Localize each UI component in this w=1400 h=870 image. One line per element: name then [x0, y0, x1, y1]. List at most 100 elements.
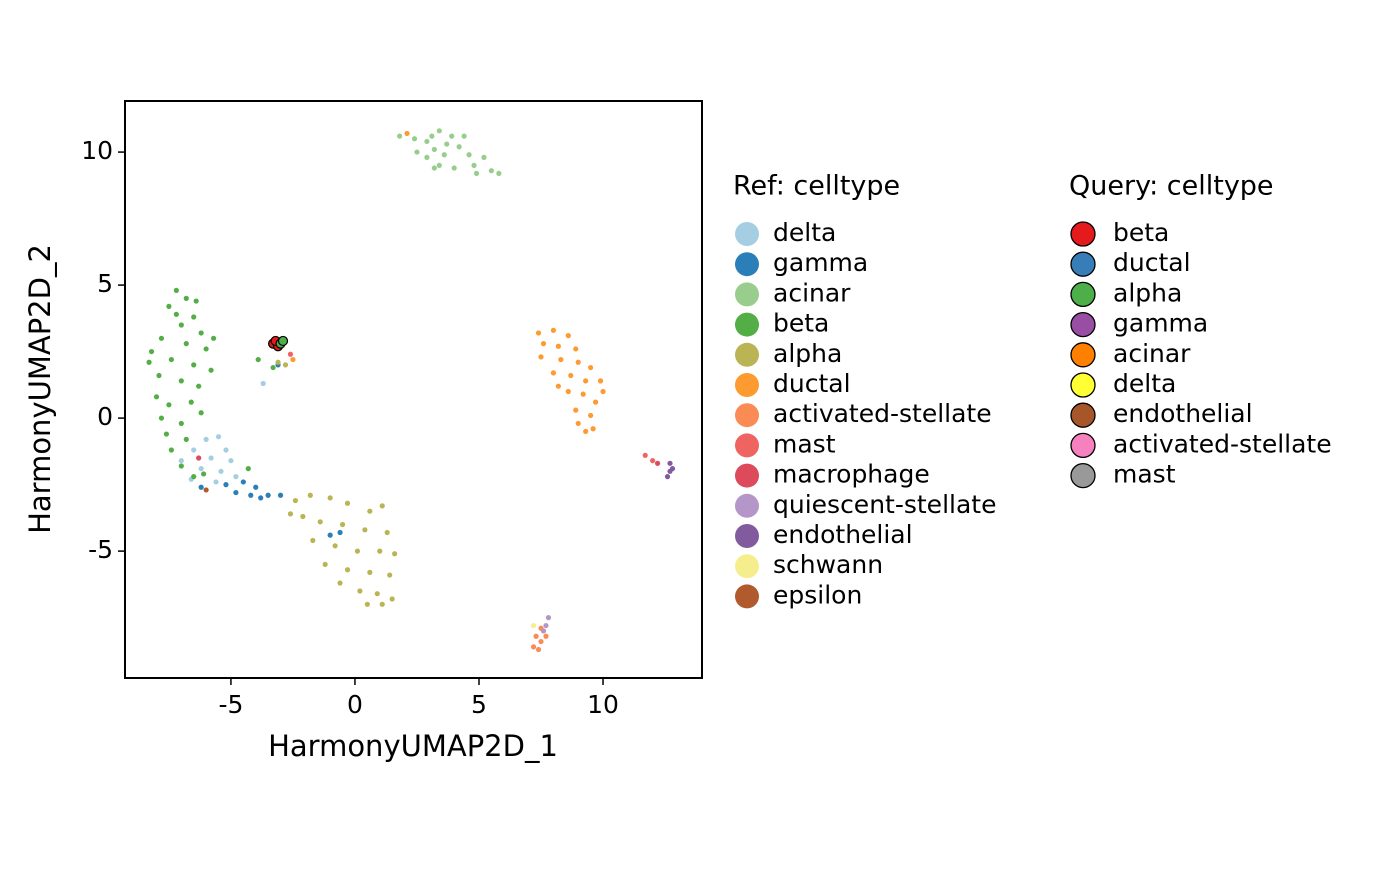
point	[540, 628, 547, 634]
point	[166, 402, 172, 408]
point	[337, 529, 343, 536]
point	[389, 596, 395, 602]
point	[379, 601, 385, 607]
point	[198, 484, 204, 490]
point	[379, 503, 385, 509]
legend-label: mast	[1113, 460, 1176, 489]
point	[533, 633, 539, 639]
point	[664, 474, 671, 480]
point	[654, 460, 661, 466]
point	[431, 146, 437, 153]
point	[374, 591, 380, 597]
point	[424, 154, 430, 160]
point	[535, 646, 542, 653]
point	[191, 474, 197, 480]
point	[555, 343, 561, 349]
legend-key	[735, 252, 759, 277]
point	[163, 431, 170, 437]
point	[488, 168, 494, 174]
point	[575, 420, 581, 427]
point	[292, 497, 299, 504]
point	[327, 495, 333, 501]
legend-key	[735, 222, 759, 246]
point	[183, 436, 189, 442]
point	[248, 492, 254, 498]
point	[203, 346, 209, 352]
point	[327, 532, 333, 538]
legend-key	[735, 312, 759, 337]
point	[545, 615, 552, 621]
legend-label: ductal	[1113, 248, 1191, 277]
point	[198, 410, 204, 416]
point	[148, 348, 155, 355]
point	[429, 133, 435, 139]
point	[322, 561, 328, 568]
point	[183, 341, 189, 347]
legend-label: alpha	[1113, 278, 1182, 307]
point	[471, 162, 477, 168]
point	[496, 170, 502, 176]
point	[354, 548, 361, 554]
point	[461, 133, 467, 139]
point	[173, 311, 179, 317]
legend-key	[1070, 281, 1096, 308]
point	[530, 644, 537, 650]
point	[253, 484, 259, 490]
point	[588, 364, 594, 371]
point	[287, 351, 294, 357]
point	[191, 314, 197, 320]
legend-key	[735, 554, 759, 579]
legend-label: endothelial	[773, 520, 913, 549]
legend-label: beta	[1113, 218, 1169, 247]
point	[573, 407, 579, 413]
point	[245, 466, 251, 472]
point	[344, 567, 351, 573]
legend-key	[1070, 342, 1096, 368]
point	[193, 298, 199, 304]
legend-key	[1070, 251, 1096, 277]
point	[535, 330, 542, 336]
point	[178, 378, 184, 384]
legend-title: Ref: celltype	[733, 171, 900, 202]
point	[431, 165, 437, 171]
x-axis-label: HarmonyUMAP2D_1	[268, 729, 558, 763]
point	[218, 468, 224, 474]
point	[166, 303, 172, 309]
point	[146, 359, 152, 365]
legend-label: quiescent-stellate	[773, 490, 996, 519]
point	[317, 519, 323, 525]
legend-key	[1070, 402, 1096, 428]
point	[208, 455, 214, 461]
point	[414, 149, 420, 155]
point	[558, 356, 564, 363]
legend-key	[1070, 432, 1096, 459]
point	[411, 136, 418, 142]
point	[168, 356, 174, 363]
point	[384, 529, 390, 536]
legend-key	[1070, 221, 1096, 247]
point	[580, 391, 586, 397]
point	[178, 463, 184, 469]
point	[538, 354, 544, 360]
point	[277, 335, 289, 347]
point	[223, 447, 229, 453]
point	[540, 341, 547, 347]
point	[307, 492, 313, 498]
point	[466, 152, 472, 158]
point	[555, 383, 561, 389]
point	[178, 458, 184, 464]
point	[344, 500, 351, 506]
point	[667, 460, 673, 466]
point	[588, 412, 594, 419]
legend-title: Query: celltype	[1069, 171, 1274, 202]
point	[196, 383, 202, 389]
legend-key	[735, 403, 759, 428]
point	[568, 372, 574, 379]
point	[275, 359, 281, 365]
point	[367, 569, 373, 575]
legend-key	[735, 493, 759, 518]
point	[310, 537, 316, 544]
legend-key	[735, 584, 759, 609]
legend-key	[735, 342, 759, 367]
